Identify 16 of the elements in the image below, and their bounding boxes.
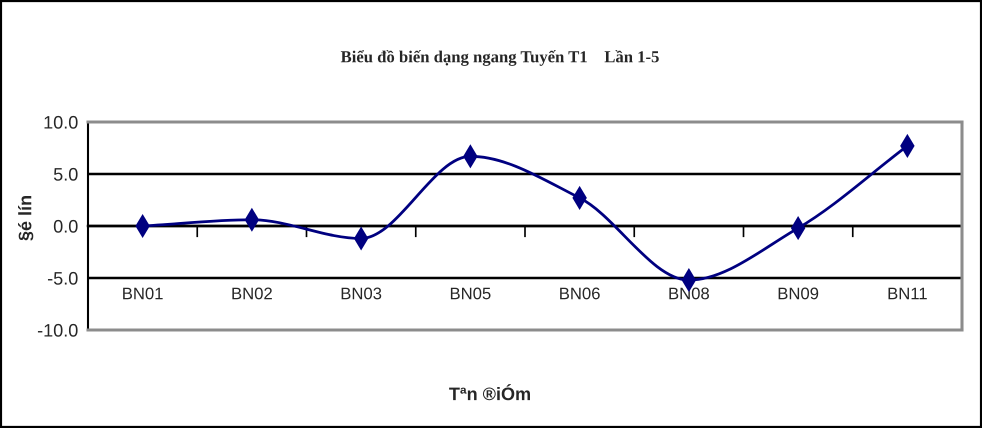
y-tick-label: 0.0 bbox=[54, 220, 78, 233]
x-tick-label: BN08 bbox=[669, 288, 709, 300]
y-tick-label: -10.0 bbox=[38, 324, 78, 337]
x-tick-label: BN09 bbox=[778, 288, 818, 300]
y-tick-label: 10.0 bbox=[44, 116, 78, 129]
y-axis-title: §é lín bbox=[18, 196, 34, 241]
x-tick-label: BN01 bbox=[123, 288, 163, 300]
x-tick-label: BN11 bbox=[888, 288, 927, 300]
x-tick-label: BN06 bbox=[560, 288, 600, 300]
x-tick-label: BN02 bbox=[232, 288, 272, 300]
x-tick-label: BN05 bbox=[450, 288, 491, 300]
y-tick-label: -5.0 bbox=[48, 272, 78, 285]
x-tick-label: BN03 bbox=[342, 288, 382, 300]
y-tick-label: 5.0 bbox=[54, 168, 78, 181]
chart-title: Biểu đồ biến dạng ngang Tuyến T1 Lần 1-5 bbox=[340, 50, 659, 66]
x-axis-title: Tªn ®iÓm bbox=[449, 384, 530, 400]
